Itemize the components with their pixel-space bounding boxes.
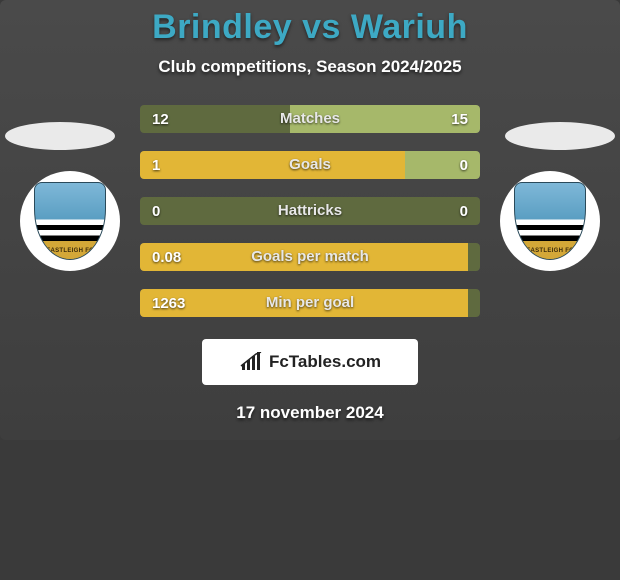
club-name-left: EASTLEIGH FC — [35, 243, 105, 259]
stat-bar-left: 1 — [140, 151, 405, 179]
stat-row: 1215Matches — [140, 105, 480, 133]
branding-text: FcTables.com — [269, 352, 381, 372]
branding-badge[interactable]: FcTables.com — [202, 339, 418, 385]
club-crest-left: EASTLEIGH FC — [20, 171, 120, 271]
stat-value-right: 0 — [460, 157, 468, 174]
stat-bar-right: 15 — [290, 105, 480, 133]
stat-bar-right: 0 — [468, 197, 480, 225]
stat-value-right: 0 — [460, 203, 468, 220]
club-name-right: EASTLEIGH FC — [515, 243, 585, 259]
shield-icon: EASTLEIGH FC — [514, 182, 586, 260]
stat-value-left: 1263 — [152, 295, 185, 312]
stat-value-left: 1 — [152, 157, 160, 174]
stat-bar-right — [468, 243, 480, 271]
club-crest-right: EASTLEIGH FC — [500, 171, 600, 271]
stat-row: 00Hattricks — [140, 197, 480, 225]
subtitle: Club competitions, Season 2024/2025 — [0, 57, 620, 77]
page-title: Brindley vs Wariuh — [0, 8, 620, 47]
stat-bar-left: 1263 — [140, 289, 468, 317]
stat-row: 0.08Goals per match — [140, 243, 480, 271]
bar-chart-icon — [239, 352, 263, 372]
stat-bar-right: 0 — [405, 151, 480, 179]
stat-bar-left: 12 — [140, 105, 290, 133]
stat-value-left: 0 — [152, 203, 160, 220]
stats-container: 1215Matches10Goals00Hattricks0.08Goals p… — [140, 105, 480, 317]
comparison-card: Brindley vs Wariuh Club competitions, Se… — [0, 0, 620, 440]
stat-row: 1263Min per goal — [140, 289, 480, 317]
country-flag-right — [505, 122, 615, 150]
country-flag-left — [5, 122, 115, 150]
stat-value-left: 12 — [152, 111, 169, 128]
stat-value-right: 15 — [451, 111, 468, 128]
stat-bar-right — [468, 289, 480, 317]
date-label: 17 november 2024 — [0, 403, 620, 423]
stat-row: 10Goals — [140, 151, 480, 179]
shield-icon: EASTLEIGH FC — [34, 182, 106, 260]
stat-value-left: 0.08 — [152, 249, 181, 266]
stat-bar-left: 0 — [140, 197, 468, 225]
stat-bar-left: 0.08 — [140, 243, 468, 271]
